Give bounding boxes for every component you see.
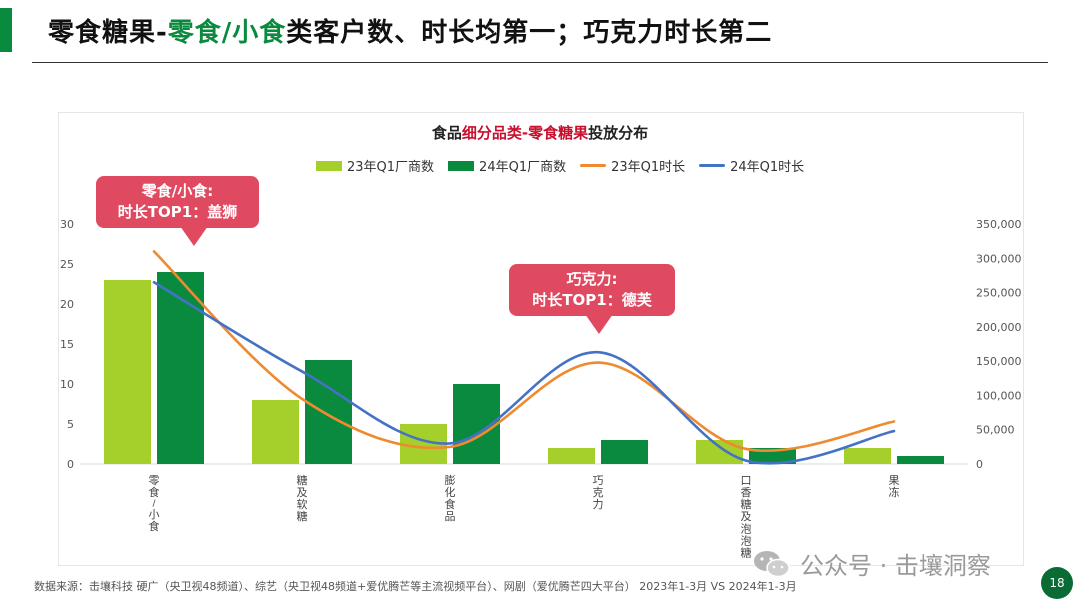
callout-line-1: 巧克力:	[566, 270, 618, 288]
right-axis-tick: 350,000	[976, 218, 1022, 231]
left-axis-tick: 5	[67, 418, 74, 431]
legend-swatch	[316, 160, 342, 171]
left-axis-tick: 30	[60, 218, 74, 231]
left-axis-tick: 15	[60, 338, 74, 351]
bar-23q1	[696, 440, 743, 464]
callout-line-1: 零食/小食:	[141, 182, 214, 200]
title-divider	[32, 62, 1048, 63]
legend-label: 23年Q1厂商数	[347, 160, 435, 175]
bar-23q1	[548, 448, 595, 464]
right-axis-tick: 50,000	[976, 424, 1015, 437]
bar-24q1	[601, 440, 648, 464]
right-axis-tick: 300,000	[976, 252, 1022, 265]
legend-item-line-24: 24年Q1时长	[699, 156, 804, 175]
title-part-2: 类客户数、时长均第一；巧克力时长第二	[286, 18, 773, 48]
right-axis-tick: 0	[976, 458, 983, 471]
right-axis-tick: 100,000	[976, 389, 1022, 402]
page-title: 零食糖果-零食/小食类客户数、时长均第一；巧克力时长第二	[48, 12, 772, 49]
left-axis-tick: 20	[60, 298, 74, 311]
bar-23q1	[844, 448, 891, 464]
callout-chocolate: 巧克力: 时长TOP1：德芙	[509, 264, 675, 334]
bar-23q1	[104, 280, 151, 464]
x-axis-tick: 零食/小食	[149, 474, 160, 533]
bar-24q1	[305, 360, 352, 464]
bar-24q1	[897, 456, 944, 464]
legend-item-bar-24: 24年Q1厂商数	[448, 156, 566, 175]
bar-24q1	[749, 448, 796, 464]
legend-item-bar-23: 23年Q1厂商数	[316, 156, 434, 175]
bar-23q1	[252, 400, 299, 464]
legend-swatch	[699, 164, 726, 167]
title-part-1: 零食糖果-	[48, 18, 168, 48]
title-highlight: 零食/小食	[167, 18, 287, 48]
left-axis-tick: 25	[60, 258, 74, 271]
right-axis-tick: 250,000	[976, 287, 1022, 300]
chart-title-highlight: 细分品类-零食糖果	[461, 124, 589, 142]
chart-title-suffix: 投放分布	[588, 124, 649, 142]
left-axis-tick: 0	[67, 458, 74, 471]
legend-label: 24年Q1时长	[730, 160, 805, 175]
x-axis-tick: 果冻	[889, 474, 900, 499]
line-23q1-duration	[152, 250, 896, 452]
left-axis-tick: 10	[60, 378, 74, 391]
x-axis-tick: 糖及软糖	[297, 473, 308, 523]
callout-snacks: 零食/小食: 时长TOP1：盖狮	[96, 176, 259, 246]
callout-line-2: 时长TOP1：盖狮	[117, 203, 238, 221]
wechat-icon	[754, 550, 790, 577]
x-axis-tick: 口香糖及泡泡糖	[741, 474, 752, 560]
x-axis-tick: 巧克力	[593, 474, 604, 511]
title-accent-bar	[0, 8, 12, 52]
data-source-note: 数据来源：击壤科技 硬广（央卫视48频道）、综艺（央卫视48频道+爱优腾芒等主流…	[34, 580, 797, 593]
page-number: 18	[1041, 567, 1073, 599]
right-axis-tick: 150,000	[976, 355, 1022, 368]
x-axis-tick: 膨化食品	[445, 473, 456, 523]
bar-24q1	[157, 272, 204, 464]
legend-swatch	[448, 160, 475, 171]
chart-title: 食品细分品类-零食糖果投放分布	[0, 122, 1080, 143]
line-24q1-duration	[152, 280, 896, 465]
chart-title-prefix: 食品	[431, 124, 462, 142]
legend-label: 23年Q1时长	[611, 160, 686, 175]
right-axis-tick: 200,000	[976, 321, 1022, 334]
watermark: 公众号 · 击壤洞察	[752, 546, 991, 581]
callout-line-2: 时长TOP1：德芙	[532, 291, 652, 309]
watermark-text: 公众号 · 击壤洞察	[800, 552, 991, 580]
chart-legend: 23年Q1厂商数 24年Q1厂商数 23年Q1时长 24年Q1时长	[316, 156, 804, 175]
legend-item-line-23: 23年Q1时长	[580, 156, 685, 175]
legend-label: 24年Q1厂商数	[479, 160, 567, 175]
legend-swatch	[580, 164, 607, 167]
